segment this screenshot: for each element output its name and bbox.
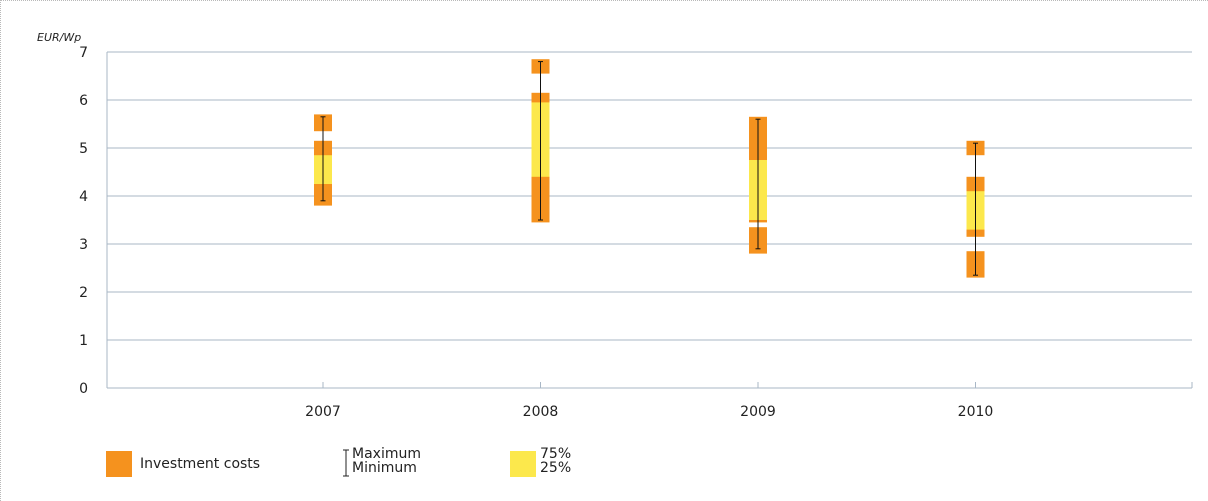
y-unit-label: EUR/Wp bbox=[37, 31, 81, 44]
y-tick-label: 0 bbox=[79, 381, 88, 397]
y-tick-label: 4 bbox=[79, 189, 88, 205]
legend-minimum-label: Minimum bbox=[352, 460, 417, 476]
x-axis: 2007 2008 2009 2010 bbox=[106, 52, 1193, 420]
y-tick-label: 3 bbox=[79, 237, 88, 253]
legend-p25-label: 25% bbox=[540, 460, 572, 476]
bars bbox=[314, 59, 985, 278]
legend-maximum-label: Maximum bbox=[352, 446, 421, 462]
y-tick-label: 6 bbox=[79, 93, 88, 109]
x-tick-label: 2008 bbox=[523, 404, 559, 420]
legend-p75-label: 75% bbox=[540, 446, 572, 462]
legend-minmax: Maximum Minimum bbox=[342, 444, 462, 484]
x-tick-label: 2007 bbox=[305, 404, 341, 420]
y-tick-label: 5 bbox=[79, 141, 88, 157]
x-tick-label: 2010 bbox=[958, 404, 994, 420]
legend-percentile-swatch bbox=[510, 451, 536, 477]
x-tick-label: 2009 bbox=[740, 404, 776, 420]
y-tick-label: 7 bbox=[79, 45, 88, 61]
gridlines bbox=[107, 51, 1192, 341]
legend-percentile: 75% 25% bbox=[510, 444, 590, 484]
legend-investment-swatch bbox=[106, 451, 132, 477]
legend-investment: Investment costs bbox=[106, 444, 306, 484]
minmax-whiskers bbox=[320, 61, 978, 276]
y-tick-label: 2 bbox=[79, 285, 88, 301]
legend-minmax-icon bbox=[343, 449, 349, 477]
legend-investment-label: Investment costs bbox=[140, 456, 261, 472]
y-axis-ticks: 0 1 2 3 4 5 6 7 bbox=[79, 45, 88, 397]
y-tick-label: 1 bbox=[79, 333, 88, 349]
